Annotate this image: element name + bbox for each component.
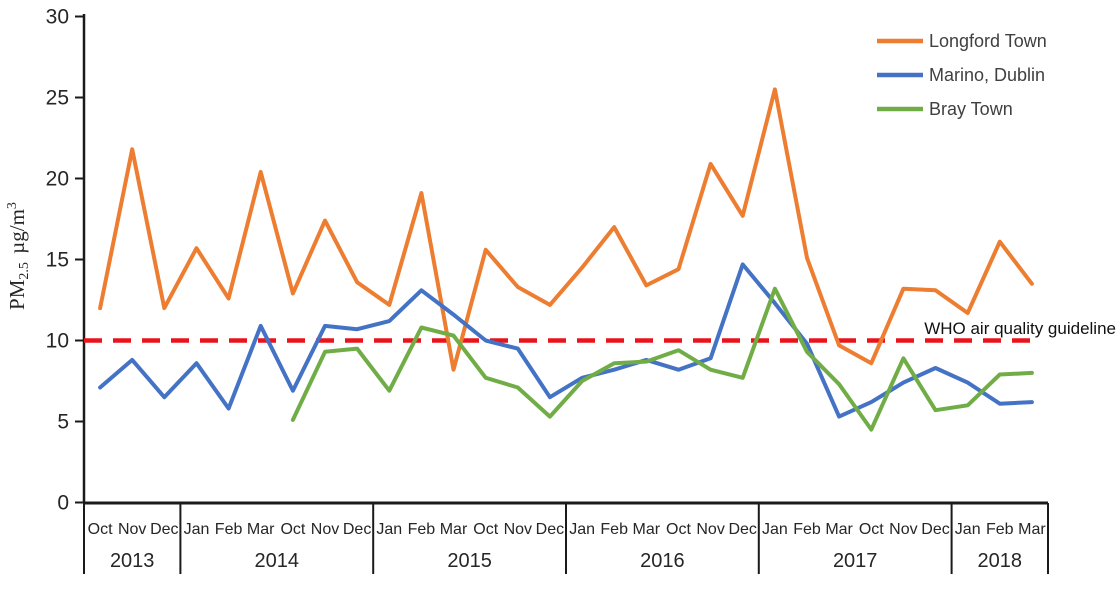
x-month-label: Oct: [473, 521, 498, 538]
x-month-label: Dec: [343, 521, 371, 538]
x-month-label: Nov: [311, 521, 339, 538]
y-tick-label: 25: [46, 87, 69, 110]
legend-label-bray-town: Bray Town: [929, 99, 1013, 119]
x-month-label: Nov: [118, 521, 146, 538]
plot-series: [98, 87, 1034, 432]
who-guideline-label: WHO air quality guideline: [924, 319, 1116, 338]
y-axis-title-mid: µg/m: [5, 209, 29, 259]
x-month-label: Jan: [184, 521, 210, 538]
x-year-label: 2014: [255, 550, 300, 572]
y-axis: 0 5 10 15 20 25 30: [46, 6, 84, 515]
y-tick-label: 5: [57, 411, 69, 434]
x-year-label: 2016: [640, 550, 685, 572]
x-month-label: Jan: [955, 521, 981, 538]
y-axis-title-sub: 2.5: [17, 262, 32, 280]
x-year-label: 2013: [110, 550, 155, 572]
x-month-label: Dec: [728, 521, 756, 538]
x-month-label: Dec: [921, 521, 949, 538]
legend-label-marino-dublin: Marino, Dublin: [929, 65, 1045, 85]
x-year-label: 2015: [447, 550, 492, 572]
x-year-label: 2017: [833, 550, 878, 572]
x-month-label: Oct: [666, 521, 691, 538]
x-month-label: Mar: [440, 521, 468, 538]
x-month-label: Feb: [986, 521, 1014, 538]
x-month-label: Mar: [633, 521, 661, 538]
x-month-label: Mar: [825, 521, 853, 538]
series-line-marino-dublin: [98, 262, 1034, 419]
y-tick-label: 0: [57, 492, 69, 515]
x-month-label: Nov: [696, 521, 724, 538]
x-month-label: Jan: [762, 521, 788, 538]
x-month-label: Feb: [408, 521, 436, 538]
y-tick-label: 20: [46, 168, 69, 191]
y-tick-label: 30: [46, 6, 69, 29]
x-month-label: Nov: [504, 521, 532, 538]
y-axis-title-sup: 3: [5, 202, 20, 209]
x-month-label: Oct: [280, 521, 305, 538]
x-month-label: Feb: [600, 521, 628, 538]
x-month-label: Dec: [536, 521, 564, 538]
y-axis-title: PM2.5 µg/m3: [5, 202, 32, 310]
x-month-label: Oct: [859, 521, 884, 538]
x-month-label: Jan: [569, 521, 595, 538]
series-line-longford-town: [98, 87, 1034, 372]
y-tick-label: 10: [46, 330, 69, 353]
x-month-label: Mar: [247, 521, 275, 538]
series-line-bray-town: [290, 286, 1034, 432]
y-axis-title-prefix: PM: [5, 279, 29, 310]
x-month-label: Oct: [88, 521, 113, 538]
x-month-label: Feb: [793, 521, 821, 538]
y-tick-label: 15: [46, 249, 69, 272]
x-month-label: Mar: [1018, 521, 1046, 538]
x-month-label: Dec: [150, 521, 178, 538]
legend-label-longford-town: Longford Town: [929, 31, 1047, 51]
x-year-label: 2018: [978, 550, 1023, 572]
x-month-label: Feb: [215, 521, 243, 538]
x-month-label: Jan: [376, 521, 402, 538]
x-month-label: Nov: [889, 521, 917, 538]
legend: Longford Town Marino, Dublin Bray Town: [877, 31, 1047, 119]
